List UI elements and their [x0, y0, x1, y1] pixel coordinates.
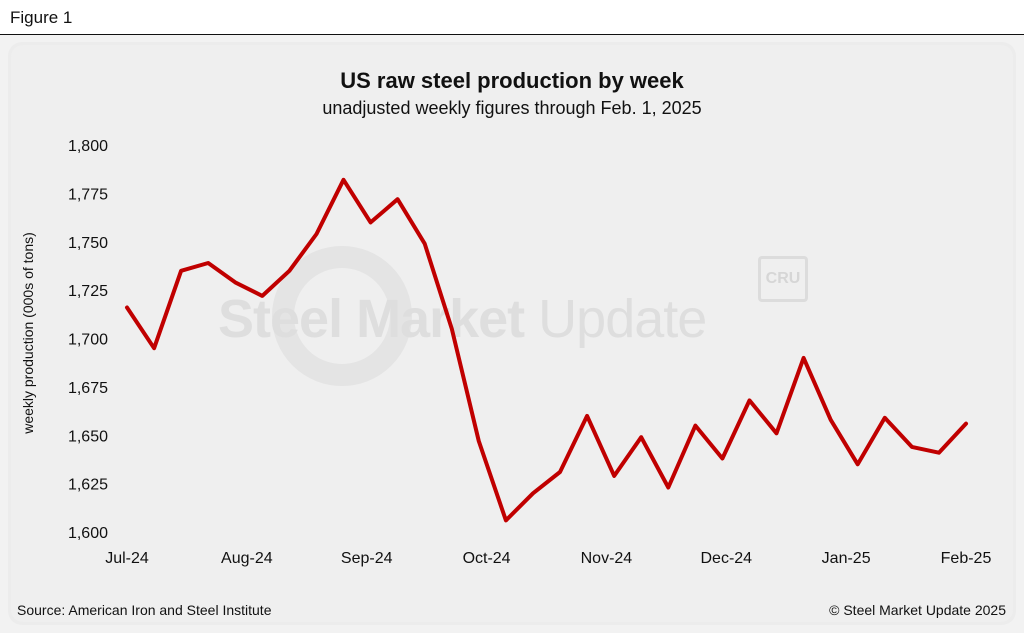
chart-panel-inner	[11, 45, 1013, 622]
y-tick-label: 1,625	[68, 477, 108, 494]
watermark-text: Steel Market Update	[218, 288, 707, 350]
cru-badge: CRU	[758, 256, 808, 302]
chart-subtitle: unadjusted weekly figures through Feb. 1…	[322, 98, 702, 118]
x-tick-label: Jul-24	[105, 550, 149, 567]
watermark-bold: Steel Market	[218, 289, 525, 349]
x-tick-label: Nov-24	[581, 550, 633, 567]
copyright-note: © Steel Market Update 2025	[829, 602, 1006, 618]
y-tick-label: 1,750	[68, 235, 108, 252]
y-tick-label: 1,725	[68, 283, 108, 300]
figure-header: Figure 1	[0, 0, 1024, 35]
y-tick-label: 1,600	[68, 525, 108, 542]
figure-label: Figure 1	[10, 8, 73, 27]
chart-title: US raw steel production by week	[340, 68, 684, 93]
x-tick-label: Jan-25	[822, 550, 871, 567]
y-tick-label: 1,650	[68, 428, 108, 445]
x-tick-label: Aug-24	[221, 550, 273, 567]
y-tick-label: 1,700	[68, 332, 108, 349]
x-tick-label: Oct-24	[463, 550, 511, 567]
watermark-light: Update	[538, 289, 707, 349]
x-tick-label: Dec-24	[700, 550, 752, 567]
chart-panel	[8, 42, 1016, 625]
y-tick-label: 1,675	[68, 380, 108, 397]
series-line	[125, 177, 968, 523]
y-tick-label: 1,800	[68, 138, 108, 155]
x-tick-label: Feb-25	[941, 550, 992, 567]
x-tick-label: Sep-24	[341, 550, 393, 567]
y-tick-label: 1,775	[68, 186, 108, 203]
source-note: Source: American Iron and Steel Institut…	[17, 602, 272, 618]
